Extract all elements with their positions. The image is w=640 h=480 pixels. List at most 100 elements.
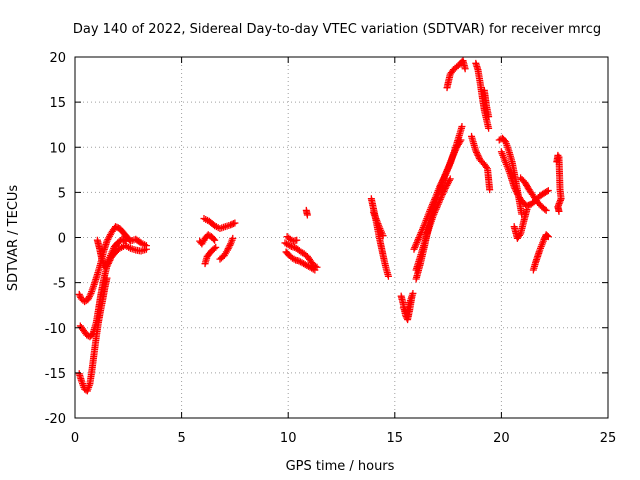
data-point <box>411 244 419 252</box>
data-point <box>84 296 92 304</box>
y-tick-label: 10 <box>49 141 66 156</box>
data-point <box>411 242 419 250</box>
data-point <box>231 219 239 227</box>
data-point <box>511 184 519 192</box>
data-point <box>431 207 439 215</box>
data-point <box>452 145 460 153</box>
data-point <box>303 211 311 219</box>
data-point <box>290 255 298 263</box>
data-point <box>450 148 458 156</box>
data-point <box>440 174 448 182</box>
data-point <box>438 178 446 186</box>
series-arc-10 <box>553 151 565 215</box>
data-point <box>443 166 451 174</box>
x-tick-label: 0 <box>71 431 79 446</box>
data-point <box>416 230 424 238</box>
data-point <box>461 65 469 73</box>
data-point <box>409 289 417 297</box>
data-point <box>435 199 443 207</box>
data-point <box>212 243 220 251</box>
data-point <box>436 183 444 191</box>
data-point <box>439 175 447 183</box>
data-point <box>513 189 521 197</box>
data-point <box>103 259 111 267</box>
x-tick-label: 15 <box>387 431 404 446</box>
data-point <box>418 227 426 235</box>
y-tick-label: -15 <box>45 367 66 382</box>
y-axis-label: SDTVAR / TECUs <box>6 185 21 292</box>
x-tick-label: 25 <box>600 431 617 446</box>
data-point <box>555 207 563 215</box>
data-point <box>286 242 294 250</box>
y-tick-label: -10 <box>45 322 66 337</box>
x-axis-label: GPS time / hours <box>286 459 395 474</box>
data-point <box>473 148 481 156</box>
series-arc-8b <box>497 148 552 210</box>
data-point <box>441 171 449 179</box>
data-point <box>438 190 446 198</box>
data-point <box>102 260 110 268</box>
data-point <box>76 292 84 300</box>
series-arc-8d <box>517 174 550 214</box>
data-point <box>438 192 446 200</box>
y-tick-label: 5 <box>58 186 66 201</box>
y-tick-label: -5 <box>53 277 66 292</box>
data-point <box>436 195 444 203</box>
data-point <box>431 209 439 217</box>
data-point <box>413 239 421 247</box>
chart-title: Day 140 of 2022, Sidereal Day-to-day VTE… <box>73 22 601 37</box>
series-arc-2c <box>201 243 220 268</box>
data-point <box>379 232 387 240</box>
data-point <box>439 189 447 197</box>
data-point <box>450 150 458 158</box>
data-point <box>86 291 94 299</box>
data-point <box>441 172 449 180</box>
x-tick-label: 10 <box>280 431 297 446</box>
series-arc-1c <box>75 274 111 395</box>
data-point <box>543 232 551 240</box>
data-point <box>85 293 93 301</box>
data-point <box>441 186 449 194</box>
data-point <box>446 175 454 183</box>
data-point <box>440 187 448 195</box>
data-point <box>210 245 218 253</box>
series-arc-1d <box>93 235 130 271</box>
data-point <box>433 202 441 210</box>
data-point <box>485 124 493 132</box>
series-arc-5b <box>399 289 417 317</box>
data-point <box>542 206 550 214</box>
data-point <box>210 235 218 243</box>
series-arc-7a <box>443 57 469 92</box>
data-point <box>414 237 422 245</box>
data-point <box>410 245 418 253</box>
data-point <box>512 187 520 195</box>
data-point <box>224 245 232 253</box>
series-arc-1b <box>76 242 150 341</box>
data-point <box>211 236 219 244</box>
data-point <box>456 137 464 145</box>
data-point <box>309 265 317 273</box>
data-points <box>75 57 565 395</box>
data-point <box>445 176 453 184</box>
y-tick-label: 0 <box>58 232 66 247</box>
data-point <box>457 136 465 144</box>
series-arc-7c <box>480 86 493 121</box>
data-point <box>486 186 494 194</box>
data-point <box>384 272 392 280</box>
data-point <box>429 212 437 220</box>
data-point <box>485 113 493 121</box>
data-point <box>448 153 456 161</box>
data-point <box>225 243 233 251</box>
data-point <box>122 237 130 245</box>
data-point <box>432 205 440 213</box>
data-point <box>436 181 444 189</box>
data-point <box>412 240 420 248</box>
data-point <box>544 187 552 195</box>
y-tick-label: 20 <box>49 51 66 66</box>
y-tick-label: 15 <box>49 96 66 111</box>
data-point <box>451 147 459 155</box>
data-point <box>430 210 438 218</box>
axis-ticks: 0 5 10 15 20 25 -20 -15 -10 -5 0 5 10 15 20 <box>45 51 617 446</box>
data-point <box>441 184 449 192</box>
data-point <box>436 197 444 205</box>
